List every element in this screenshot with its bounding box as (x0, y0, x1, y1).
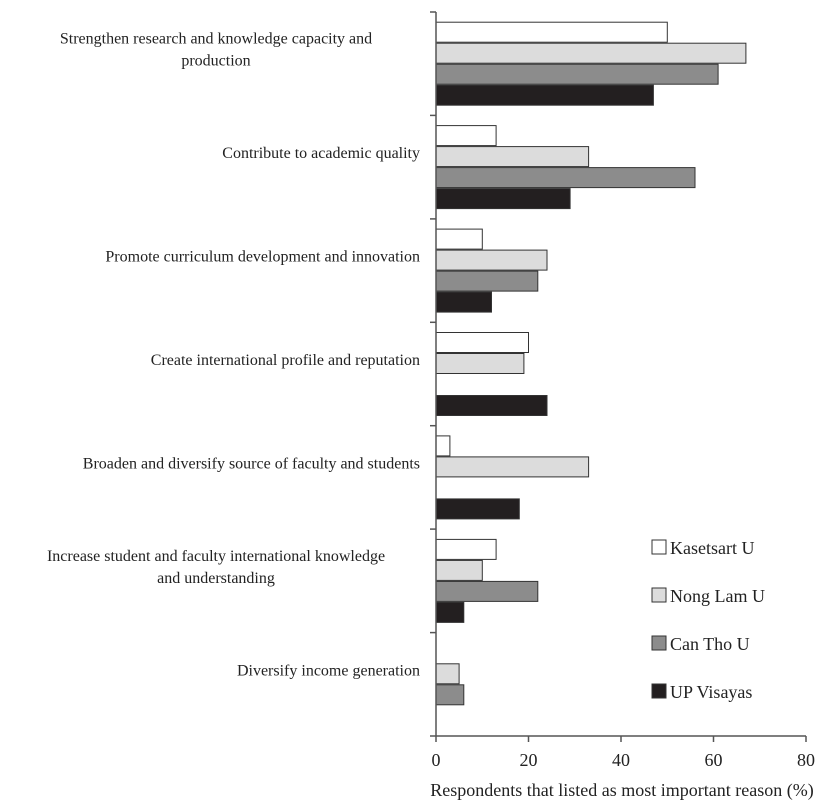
bar (435, 559, 483, 581)
legend-label: Kasetsart U (670, 538, 754, 558)
bar (435, 684, 465, 706)
bar (435, 42, 747, 64)
bar (435, 84, 654, 106)
bar (435, 601, 465, 623)
bar (435, 63, 719, 85)
bar (435, 146, 590, 168)
x-tick-label: 0 (432, 750, 441, 770)
x-tick-label: 20 (520, 750, 538, 770)
category-labels: Strengthen research and knowledge capaci… (47, 31, 420, 680)
x-tick-label: 80 (797, 750, 815, 770)
category-label: Promote curriculum development and innov… (105, 249, 420, 266)
category-label: Create international profile and reputat… (151, 352, 420, 369)
legend-label: Can Tho U (670, 634, 750, 654)
x-tick-label: 40 (612, 750, 630, 770)
bar (435, 188, 571, 210)
category-label: Broaden and diversify source of faculty … (83, 455, 420, 472)
bar (435, 21, 668, 43)
bar (435, 435, 451, 457)
bar (435, 167, 696, 189)
bar (435, 125, 497, 147)
category-label: production (181, 53, 250, 70)
legend: Kasetsart U Nong Lam U Can Tho U UP Visayas (651, 538, 765, 702)
bar (435, 580, 539, 602)
bar (435, 228, 483, 250)
x-axis-title: Respondents that listed as most importan… (430, 780, 813, 801)
category-label: and understanding (157, 570, 275, 587)
ticks-layer: 0 20 40 60 80 (430, 11, 815, 770)
bar (435, 332, 529, 353)
bar (435, 498, 520, 520)
x-tick-label: 60 (705, 750, 723, 770)
legend-label: UP Visayas (670, 682, 752, 702)
category-label: Strengthen research and knowledge capaci… (60, 31, 372, 48)
category-label: Contribute to academic quality (222, 145, 420, 162)
legend-label: Nong Lam U (670, 586, 765, 606)
bar (435, 395, 548, 416)
legend-swatch (651, 683, 667, 699)
category-label: Diversify income generation (237, 662, 420, 679)
bar (435, 538, 497, 560)
bar (435, 249, 548, 271)
bar (435, 270, 539, 292)
bar (435, 353, 525, 374)
bar (435, 291, 492, 313)
legend-swatch (651, 587, 667, 603)
category-label: Increase student and faculty internation… (47, 548, 385, 565)
bar (435, 663, 460, 685)
bar (435, 456, 590, 478)
legend-swatch (651, 539, 667, 555)
legend-swatch (651, 635, 667, 651)
